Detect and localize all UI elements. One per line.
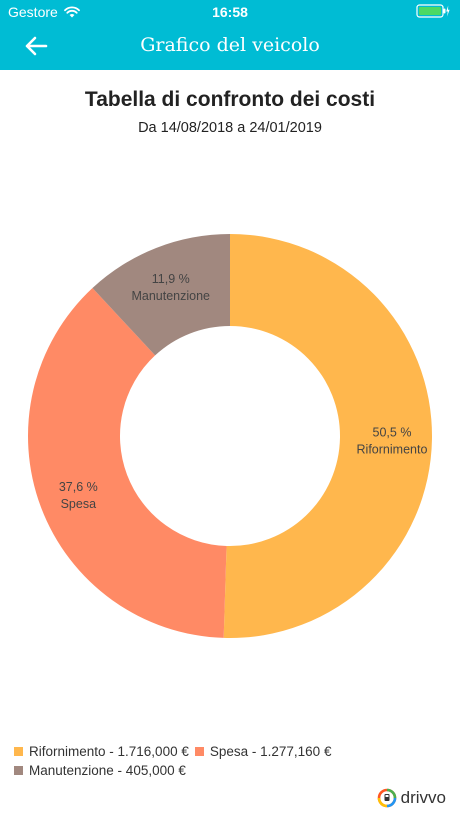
legend-swatch — [14, 766, 23, 775]
slice-percent-spesa: 37,6 % — [59, 480, 98, 494]
slice-percent-manutenzione: 11,9 % — [152, 272, 190, 286]
legend-label: Manutenzione - 405,000 € — [29, 763, 186, 778]
arrow-left-icon — [25, 36, 48, 56]
status-time: 16:58 — [212, 4, 248, 20]
donut-slice-manutenzione[interactable] — [92, 234, 230, 356]
chart-subtitle: Da 14/08/2018 a 24/01/2019 — [138, 120, 322, 136]
back-button[interactable] — [18, 32, 52, 60]
legend-swatch — [194, 747, 204, 756]
donut-slice-rifornimento[interactable] — [223, 234, 433, 638]
brand-name: drivvo — [400, 788, 446, 807]
status-carrier: Gestore — [8, 4, 80, 20]
slice-percent-rifornimento: 50,5 % — [373, 426, 412, 440]
legend-label: Spesa - 1.277,160 € — [209, 744, 332, 759]
chart-legend: Rifornimento - 1.716,000 € Spesa - 1.277,… — [14, 742, 434, 780]
legend-item-spesa[interactable]: Spesa - 1.277,160 € — [194, 744, 332, 759]
legend-label: Rifornimento - 1.716,000 € — [29, 744, 189, 759]
nav-bar: Grafico del veicolo — [0, 22, 460, 70]
slice-label-rifornimento: Rifornimento — [357, 443, 428, 457]
status-bar: Gestore 16:58 — [0, 0, 460, 22]
wifi-icon — [63, 6, 80, 18]
page-title: Grafico del veicolo — [140, 34, 320, 56]
drivvo-logo-icon — [377, 788, 396, 808]
legend-row: Rifornimento - 1.716,000 € Spesa - 1.277,… — [14, 742, 434, 761]
brand-logo: drivvo — [377, 788, 446, 808]
chart-title: Tabella di confronto dei costi — [84, 88, 376, 111]
donut-hole — [130, 336, 330, 536]
donut-slice-spesa[interactable] — [28, 288, 227, 638]
legend-item-manutenzione[interactable]: Manutenzione - 405,000 € — [14, 763, 186, 778]
legend-item-rifornimento[interactable]: Rifornimento - 1.716,000 € — [14, 744, 189, 759]
donut-chart: 50,5 % Rifornimento 37,6 % Spesa 11,9 % Manut… — [28, 234, 433, 638]
legend-swatch — [14, 747, 23, 756]
slice-label-spesa: Spesa — [61, 497, 96, 511]
app-header: Gestore 16:58 Grafico del veicolo — [0, 0, 460, 70]
legend-row: Manutenzione - 405,000 € — [14, 761, 434, 780]
carrier-label: Gestore — [8, 4, 58, 20]
battery-icon — [416, 4, 450, 18]
slice-label-manutenzione: Manutenzione — [131, 289, 210, 303]
